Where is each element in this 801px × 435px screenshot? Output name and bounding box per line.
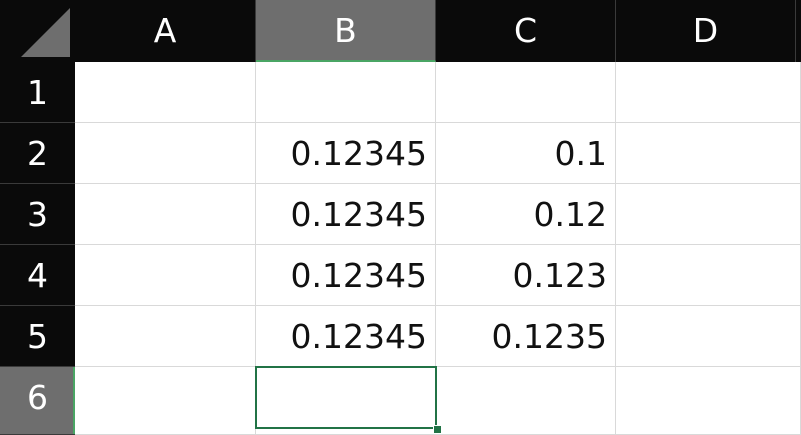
row-header-4[interactable]: 4	[0, 245, 75, 306]
fill-handle[interactable]	[433, 425, 442, 434]
cell-b4[interactable]: 0.12345	[256, 245, 436, 306]
cell-d2[interactable]	[616, 123, 801, 184]
column-header-a[interactable]: A	[75, 0, 256, 62]
cell-a4[interactable]	[75, 245, 256, 306]
cell-c1[interactable]	[436, 62, 616, 123]
cell-d4[interactable]	[616, 245, 801, 306]
active-cell-border[interactable]	[255, 366, 437, 429]
cell-b5[interactable]: 0.12345	[256, 306, 436, 367]
column-header-d[interactable]: D	[616, 0, 796, 62]
cell-a1[interactable]	[75, 62, 256, 123]
cell-c5[interactable]: 0.1235	[436, 306, 616, 367]
row-header-5[interactable]: 5	[0, 306, 75, 367]
row-header-1[interactable]: 1	[0, 62, 75, 123]
cell-c4[interactable]: 0.123	[436, 245, 616, 306]
cell-c6[interactable]	[436, 367, 616, 435]
row-header-2[interactable]: 2	[0, 123, 75, 184]
row-header-6[interactable]: 6	[0, 367, 75, 435]
column-header-c[interactable]: C	[436, 0, 616, 62]
cell-c3[interactable]: 0.12	[436, 184, 616, 245]
column-header-b[interactable]: B	[256, 0, 436, 62]
select-all-triangle-icon	[21, 8, 70, 57]
cell-a5[interactable]	[75, 306, 256, 367]
cell-a6[interactable]	[75, 367, 256, 435]
cell-d5[interactable]	[616, 306, 801, 367]
row-header-3[interactable]: 3	[0, 184, 75, 245]
cell-b3[interactable]: 0.12345	[256, 184, 436, 245]
select-all-button[interactable]	[0, 0, 75, 62]
cell-b2[interactable]: 0.12345	[256, 123, 436, 184]
cell-c2[interactable]: 0.1	[436, 123, 616, 184]
cell-a2[interactable]	[75, 123, 256, 184]
cell-d3[interactable]	[616, 184, 801, 245]
cell-d1[interactable]	[616, 62, 801, 123]
cell-d6[interactable]	[616, 367, 801, 435]
cell-a3[interactable]	[75, 184, 256, 245]
cell-b1[interactable]	[256, 62, 436, 123]
